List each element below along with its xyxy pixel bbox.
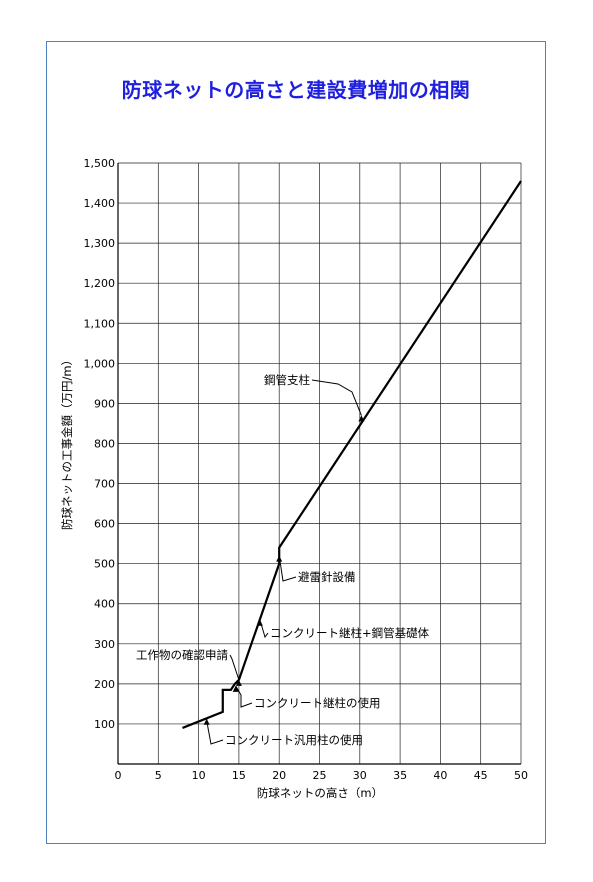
annotation-arrowhead <box>235 679 242 686</box>
annotation-leader <box>229 654 240 681</box>
series-line <box>182 180 522 729</box>
y-tick-label: 600 <box>94 518 115 531</box>
x-tick-label: 50 <box>514 769 528 782</box>
annotation-label: コンクリート汎用柱の使用 <box>225 733 363 747</box>
x-tick-label: 40 <box>433 769 447 782</box>
x-tick-label: 45 <box>474 769 488 782</box>
x-tick-label: 15 <box>232 769 246 782</box>
y-tick-label: 700 <box>94 478 115 491</box>
y-tick-label: 900 <box>94 397 115 410</box>
annotation-arrowhead <box>232 685 239 692</box>
x-tick-label: 5 <box>155 769 162 782</box>
x-tick-label: 35 <box>393 769 407 782</box>
y-tick-label: 800 <box>94 437 115 450</box>
series-layer <box>182 180 522 729</box>
y-tick-label: 200 <box>94 678 115 691</box>
y-tick-label: 1,400 <box>84 197 116 210</box>
annotation-leader <box>206 718 224 745</box>
y-tick-label: 1,000 <box>84 357 116 370</box>
annotation-label: 工作物の確認申請 <box>136 648 228 662</box>
y-tick-label: 1,300 <box>84 237 116 250</box>
y-tick-label: 1,200 <box>84 277 116 290</box>
annotation-leader <box>278 555 297 582</box>
annotations: 鋼管支柱避雷針設備コンクリート継柱+鋼管基礎体工作物の確認申請コンクリート継柱の… <box>136 373 430 747</box>
x-tick-label: 0 <box>115 769 122 782</box>
grid <box>117 162 522 764</box>
annotation-leader <box>311 379 362 416</box>
y-tick-label: 300 <box>94 638 115 651</box>
y-tick-label: 400 <box>94 598 115 611</box>
x-tick-label: 30 <box>353 769 367 782</box>
annotation-arrowhead <box>256 619 263 626</box>
annotation-leader <box>235 685 253 708</box>
y-tick-label: 100 <box>94 718 115 731</box>
axes: 0 5 10 15 20 25 30 35 40 45 50 100 200 300 400 500 600 70… <box>84 157 529 782</box>
annotation-arrowhead <box>276 555 283 562</box>
x-tick-label: 20 <box>272 769 286 782</box>
annotation-arrowhead <box>203 718 210 725</box>
y-tick-label: 1,500 <box>84 157 116 170</box>
y-axis-label: 防球ネットの工事金額（万円/m） <box>60 354 74 530</box>
y-tick-label: 1,100 <box>84 317 116 330</box>
annotation-label: コンクリート継柱+鋼管基礎体 <box>270 626 430 640</box>
annotation-label: コンクリート継柱の使用 <box>254 696 381 710</box>
x-tick-label: 25 <box>313 769 327 782</box>
chart-title: 防球ネットの高さと建設費増加の相関 <box>121 78 471 102</box>
chart-frame <box>46 41 546 844</box>
x-axis-label: 防球ネットの高さ（m） <box>257 786 383 800</box>
annotation-arrowhead <box>358 415 365 422</box>
annotation-label: 鋼管支柱 <box>264 373 310 387</box>
x-tick-label: 10 <box>192 769 206 782</box>
y-tick-label: 500 <box>94 558 115 571</box>
annotation-label: 避雷針設備 <box>298 570 356 584</box>
